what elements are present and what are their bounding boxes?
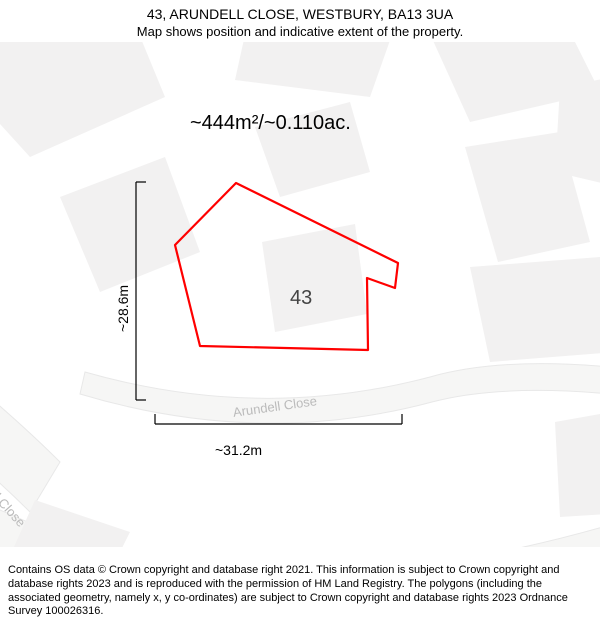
page-subtitle: Map shows position and indicative extent… (0, 24, 600, 39)
dimension-vertical-label: ~28.6m (115, 285, 131, 332)
page-title: 43, ARUNDELL CLOSE, WESTBURY, BA13 3UA (0, 6, 600, 22)
footer-copyright: Contains OS data © Crown copyright and d… (8, 564, 592, 619)
header: 43, ARUNDELL CLOSE, WESTBURY, BA13 3UA M… (0, 0, 600, 39)
area-label: ~444m²/~0.110ac. (190, 112, 351, 135)
map-area: ~444m²/~0.110ac. ~28.6m ~31.2m 43 Arunde… (0, 42, 600, 547)
page-root: 43, ARUNDELL CLOSE, WESTBURY, BA13 3UA M… (0, 0, 600, 625)
property-number-label: 43 (290, 287, 312, 310)
dimension-horizontal-label: ~31.2m (215, 442, 262, 458)
